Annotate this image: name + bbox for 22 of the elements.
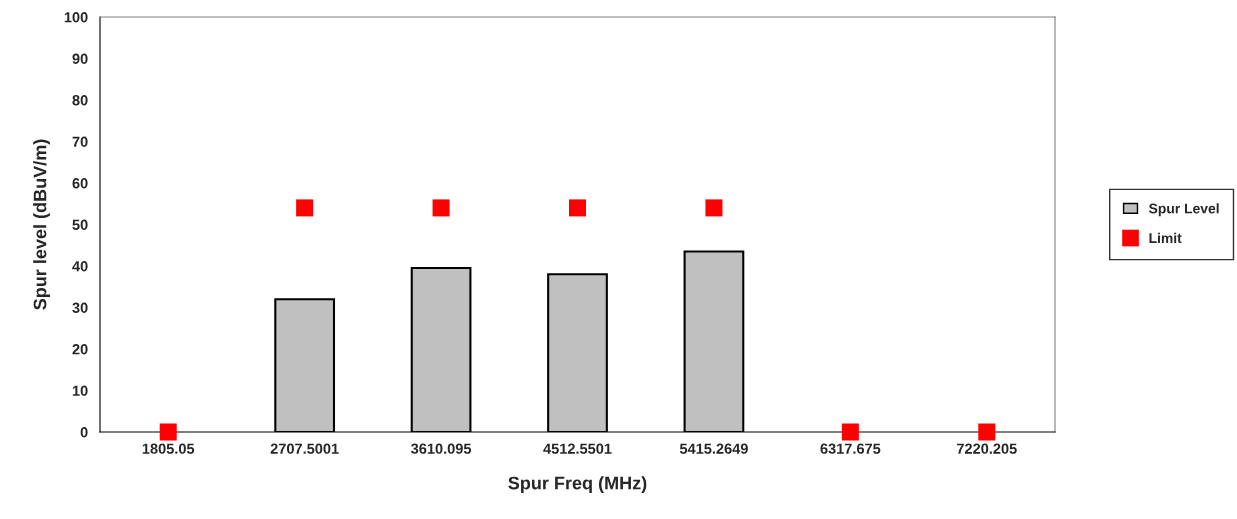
y-tick-label: 60 <box>72 178 88 189</box>
x-tick-label: 5415.2649 <box>679 443 748 454</box>
y-tick-label: 90 <box>72 53 88 64</box>
x-tick-label: 7220.205 <box>957 443 1017 454</box>
y-tick-label: 80 <box>72 95 88 106</box>
y-tick-label: 20 <box>72 344 88 355</box>
y-tick-label: 10 <box>72 385 88 396</box>
x-tick-label: 6317.675 <box>820 443 881 454</box>
y-tick-label: 50 <box>72 219 88 230</box>
y-tick-label: 40 <box>72 261 88 272</box>
x-tick-label: 2707.5001 <box>270 443 339 454</box>
x-axis-title: Spur Freq (MHz) <box>508 476 647 493</box>
x-tick-label: 4512.5501 <box>543 443 612 454</box>
legend-label: Limit <box>1149 232 1182 244</box>
y-tick-label: 30 <box>72 302 88 313</box>
y-tick-label: 100 <box>64 12 88 23</box>
y-axis-title: Spur level (dBuV/m) <box>33 139 50 310</box>
x-tick-label: 1805.05 <box>142 443 195 454</box>
legend-label: Spur Level <box>1148 203 1219 217</box>
y-tick-label: 0 <box>80 427 88 438</box>
y-tick-label: 70 <box>72 136 88 147</box>
x-tick-label: 3610.095 <box>411 443 472 454</box>
